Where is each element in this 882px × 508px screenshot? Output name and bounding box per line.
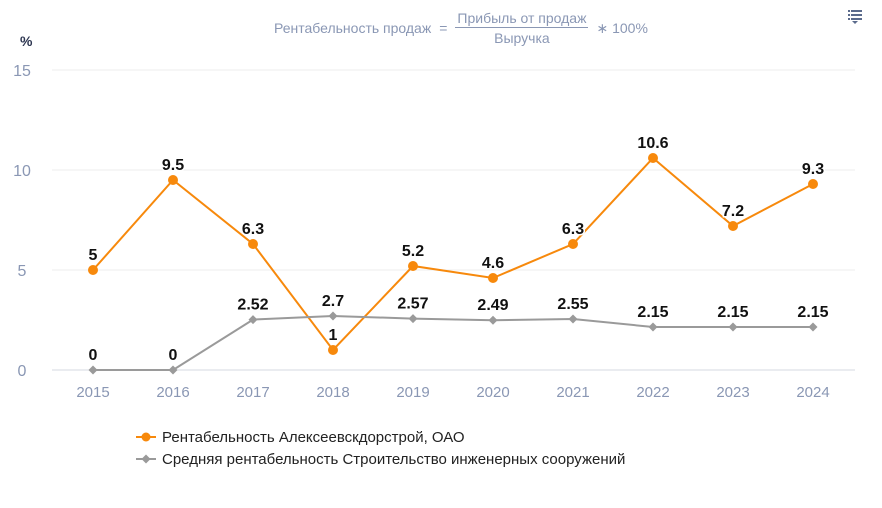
data-point — [648, 153, 658, 163]
x-tick-label: 2018 — [316, 384, 349, 401]
series-line — [92, 156, 814, 352]
data-label: 2.15 — [637, 304, 668, 321]
data-point — [248, 315, 258, 325]
data-label: 2.15 — [717, 304, 748, 321]
legend-item-company[interactable]: Рентабельность Алексеевскдорстрой, ОАО — [136, 426, 625, 448]
formula-multiplier: ∗ 100% — [596, 19, 648, 36]
data-point — [568, 314, 578, 324]
x-tick-label: 2020 — [476, 384, 509, 401]
data-point — [328, 345, 338, 355]
data-point — [408, 261, 418, 271]
data-label: 9.3 — [802, 161, 824, 178]
data-point — [408, 314, 418, 324]
legend-label: Средняя рентабельность Строительство инж… — [162, 450, 626, 468]
y-tick-label: 10 — [13, 163, 31, 180]
y-tick-label: 15 — [13, 63, 31, 80]
data-label: 6.3 — [562, 221, 584, 238]
x-tick-label: 2015 — [76, 384, 109, 401]
data-point — [728, 221, 738, 231]
data-point — [168, 365, 178, 375]
data-point — [248, 239, 258, 249]
x-tick-label: 2024 — [796, 384, 829, 401]
data-point — [488, 273, 498, 283]
x-tick-label: 2022 — [636, 384, 669, 401]
data-label: 2.7 — [322, 293, 344, 310]
data-point — [88, 365, 98, 375]
data-point — [728, 322, 738, 332]
menu-lines-icon[interactable] — [848, 10, 862, 24]
x-tick-label: 2017 — [236, 384, 269, 401]
y-tick-label: 5 — [18, 263, 27, 280]
x-tick-label: 2019 — [396, 384, 429, 401]
data-point — [648, 322, 658, 332]
data-label: 9.5 — [162, 157, 184, 174]
data-point — [328, 311, 338, 321]
legend: Рентабельность Алексеевскдорстрой, ОАО С… — [136, 426, 625, 470]
formula-fraction: Прибыль от продаж Выручка — [455, 10, 589, 46]
data-label: 6.3 — [242, 221, 264, 238]
formula: Рентабельность продаж = Прибыль от прода… — [274, 10, 648, 46]
data-label: 10.6 — [637, 135, 668, 152]
formula-left: Рентабельность продаж — [274, 20, 432, 36]
data-label: 2.55 — [557, 296, 588, 313]
data-label: 5.2 — [402, 243, 424, 260]
data-point — [488, 315, 498, 325]
y-tick-label: 0 — [18, 363, 27, 380]
x-tick-label: 2016 — [156, 384, 189, 401]
orange-circle-marker-icon — [136, 432, 156, 442]
y-axis-unit: % — [20, 33, 33, 49]
x-tick-label: 2021 — [556, 384, 589, 401]
legend-label: Рентабельность Алексеевскдорстрой, ОАО — [162, 428, 465, 446]
data-label: 7.2 — [722, 203, 744, 220]
data-label: 2.52 — [237, 297, 268, 314]
data-point — [568, 239, 578, 249]
formula-denominator: Выручка — [494, 30, 550, 46]
data-point — [88, 265, 98, 275]
data-label: 4.6 — [482, 255, 504, 272]
data-label: 2.15 — [797, 304, 828, 321]
data-point — [808, 322, 818, 332]
data-point — [168, 175, 178, 185]
data-point — [808, 179, 818, 189]
gray-diamond-marker-icon — [136, 454, 156, 464]
data-label: 1 — [329, 327, 338, 344]
data-label: 5 — [89, 247, 98, 264]
formula-equals: = — [439, 20, 448, 36]
data-label: 2.57 — [397, 296, 428, 313]
series-line — [93, 314, 813, 371]
data-label: 0 — [169, 347, 178, 364]
formula-numerator: Прибыль от продаж — [455, 10, 589, 28]
legend-item-industry-average[interactable]: Средняя рентабельность Строительство инж… — [136, 448, 625, 470]
x-tick-label: 2023 — [716, 384, 749, 401]
data-label: 2.49 — [477, 297, 508, 314]
data-label: 0 — [89, 347, 98, 364]
